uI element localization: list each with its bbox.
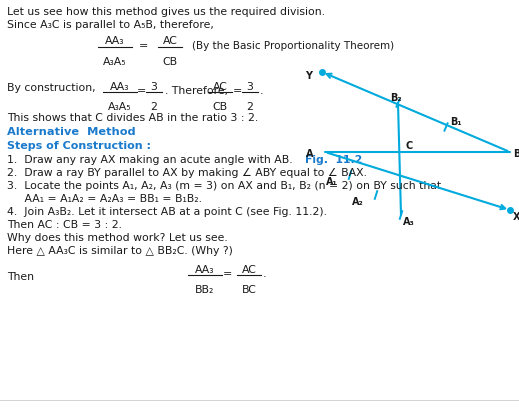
Text: This shows that C divides AB in the ratio 3 : 2.: This shows that C divides AB in the rati… [7,113,258,123]
Text: 4.  Join A₃B₂. Let it intersect AB at a point C (see Fig. 11.2).: 4. Join A₃B₂. Let it intersect AB at a p… [7,207,327,217]
Text: =: = [233,86,242,96]
Text: X: X [513,212,519,222]
Text: Then AC : CB = 3 : 2.: Then AC : CB = 3 : 2. [7,220,122,230]
Text: C: C [405,141,413,151]
Text: =: = [138,41,148,51]
Text: Y: Y [305,71,312,81]
Text: .: . [260,86,264,96]
Text: AA₃: AA₃ [195,265,215,275]
Text: CB: CB [212,102,227,112]
Text: A: A [306,149,313,159]
Text: Here △ AA₃C is similar to △ BB₂C. (Why ?): Here △ AA₃C is similar to △ BB₂C. (Why ?… [7,246,233,256]
Text: Since A₃C is parallel to A₅B, therefore,: Since A₃C is parallel to A₅B, therefore, [7,20,214,30]
Text: B₂: B₂ [390,93,402,103]
Text: Fig.  11.2: Fig. 11.2 [305,155,362,165]
Text: A₃: A₃ [403,217,415,227]
Text: =: = [136,86,146,96]
Text: A₂: A₂ [352,197,364,207]
Text: 2: 2 [151,102,157,112]
Text: 2.  Draw a ray BY parallel to AX by making ∠ ABY equal to ∠ BAX.: 2. Draw a ray BY parallel to AX by makin… [7,168,367,178]
Text: AC: AC [162,36,177,46]
Text: 3: 3 [247,82,253,92]
Text: BB₂: BB₂ [195,285,215,295]
Text: BC: BC [241,285,256,295]
Text: B₁: B₁ [450,117,461,127]
Text: Then: Then [7,272,34,282]
Text: .: . [263,269,267,279]
Text: A₃A₅: A₃A₅ [108,102,132,112]
Text: B: B [513,149,519,159]
Text: . Therefore,: . Therefore, [165,86,228,96]
Text: Why does this method work? Let us see.: Why does this method work? Let us see. [7,233,228,243]
Text: AC: AC [241,265,256,275]
Text: AC: AC [213,82,227,92]
Text: Let us see how this method gives us the required division.: Let us see how this method gives us the … [7,7,325,17]
Text: CB: CB [162,57,177,67]
Text: 2: 2 [247,102,253,112]
Text: =: = [222,269,231,279]
Text: A₃A₅: A₃A₅ [103,57,127,67]
Text: 3.  Locate the points A₁, A₂, A₃ (m = 3) on AX and B₁, B₂ (n = 2) on BY such tha: 3. Locate the points A₁, A₂, A₃ (m = 3) … [7,181,441,191]
Text: A₁: A₁ [326,177,338,187]
Text: 1.  Draw any ray AX making an acute angle with AB.: 1. Draw any ray AX making an acute angle… [7,155,293,165]
Text: By construction,: By construction, [7,83,95,93]
Text: 3: 3 [151,82,157,92]
Text: Alternative  Method: Alternative Method [7,127,135,137]
Text: AA₃: AA₃ [105,36,125,46]
Text: (By the Basic Proportionality Theorem): (By the Basic Proportionality Theorem) [192,41,394,51]
Text: AA₃: AA₃ [110,82,130,92]
Text: Steps of Construction :: Steps of Construction : [7,141,151,151]
Text: AA₁ = A₁A₂ = A₂A₃ = BB₁ = B₁B₂.: AA₁ = A₁A₂ = A₂A₃ = BB₁ = B₁B₂. [7,194,202,204]
